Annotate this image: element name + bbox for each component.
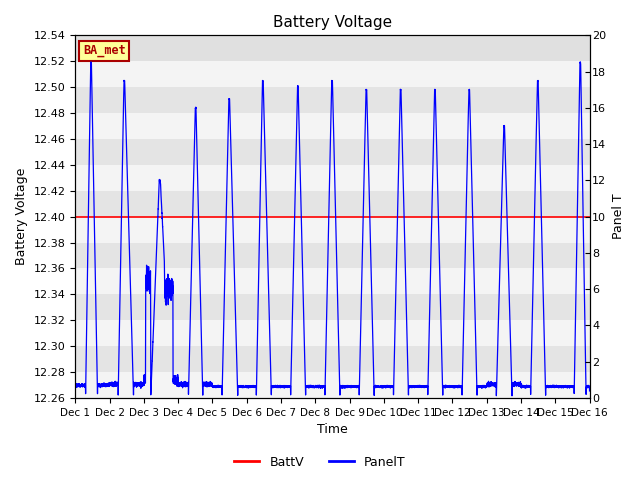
- Legend: BattV, PanelT: BattV, PanelT: [229, 451, 411, 474]
- Bar: [76, 346, 589, 372]
- Y-axis label: Panel T: Panel T: [612, 194, 625, 240]
- Bar: [76, 113, 589, 139]
- X-axis label: Time: Time: [317, 423, 348, 436]
- Bar: [76, 294, 589, 320]
- Text: BA_met: BA_met: [83, 44, 125, 58]
- Bar: [76, 191, 589, 216]
- Bar: [76, 87, 589, 113]
- Bar: [76, 216, 589, 242]
- Bar: [76, 165, 589, 191]
- Bar: [76, 61, 589, 87]
- Bar: [76, 139, 589, 165]
- Bar: [76, 242, 589, 268]
- Bar: [76, 36, 589, 61]
- Title: Battery Voltage: Battery Voltage: [273, 15, 392, 30]
- Bar: [76, 36, 589, 61]
- Bar: [76, 372, 589, 398]
- Y-axis label: Battery Voltage: Battery Voltage: [15, 168, 28, 265]
- Bar: [76, 268, 589, 294]
- Bar: [76, 320, 589, 346]
